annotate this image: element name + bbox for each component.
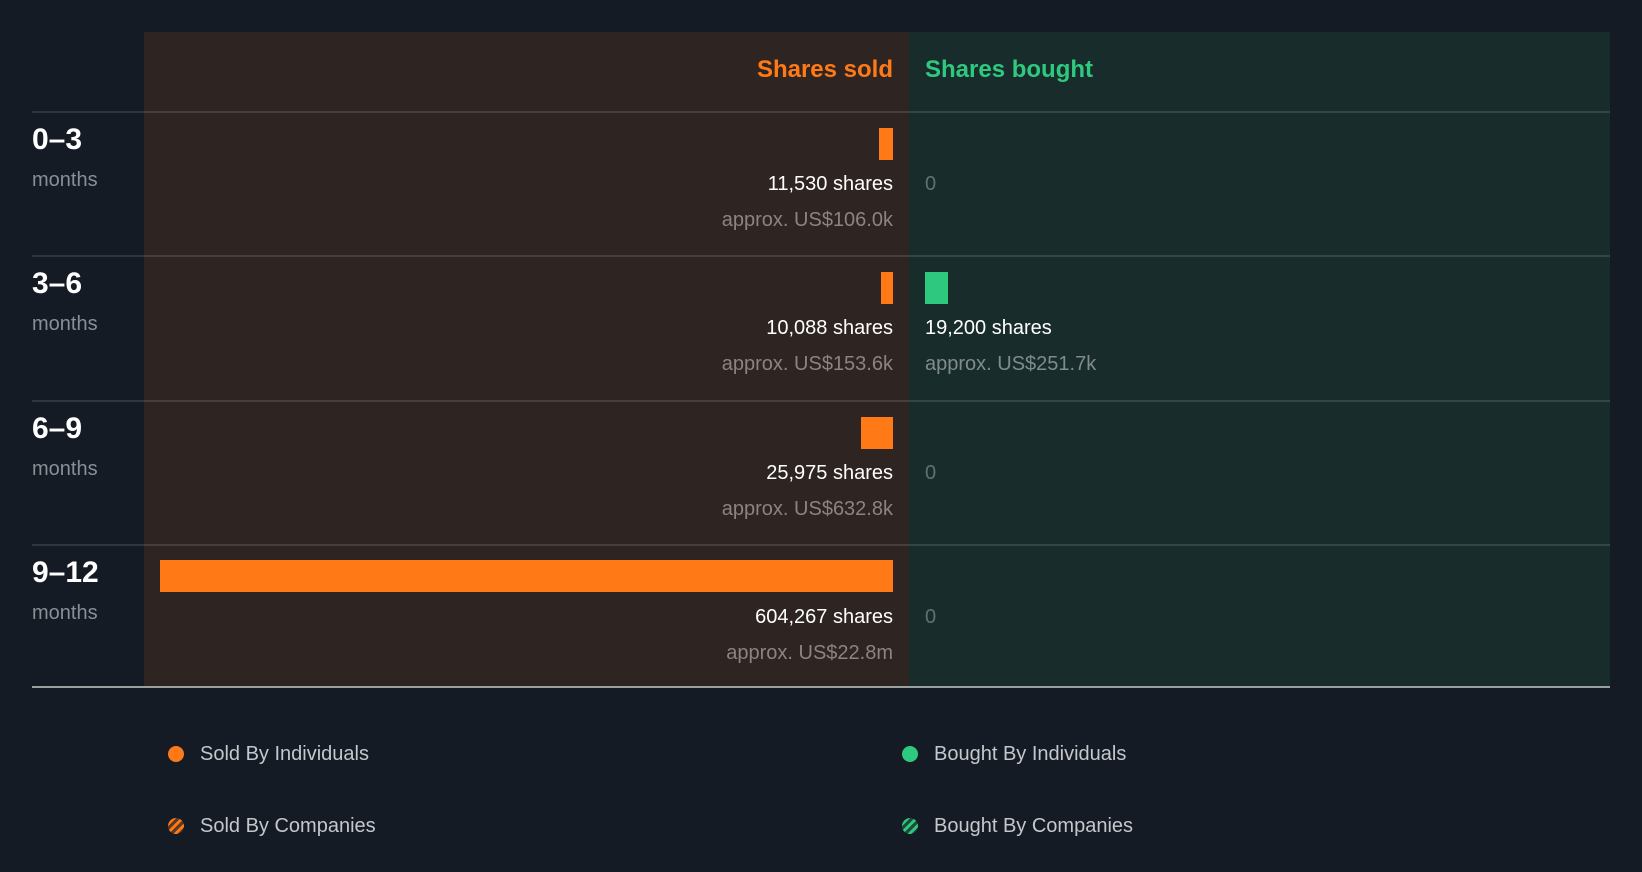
row-divider xyxy=(32,255,1610,257)
period-row-6-9: 6–9 months 25,975 shares approx. US$632.… xyxy=(0,401,1642,545)
bought-shares-value: 0 xyxy=(925,173,937,195)
period-range-label: 0–3 xyxy=(32,123,83,156)
sold-approx-value: approx. US$22.8m xyxy=(726,642,893,664)
period-range-label: 9–12 xyxy=(32,556,99,589)
period-range-label: 3–6 xyxy=(32,267,83,300)
legend-sold-companies: Sold By Companies xyxy=(168,812,376,840)
sold-shares-value: 604,267 shares xyxy=(755,606,893,628)
shares-bought-panel xyxy=(909,32,1610,688)
sold-bar[interactable] xyxy=(861,417,893,449)
sold-approx-value: approx. US$106.0k xyxy=(721,209,893,231)
green-dot-icon xyxy=(902,746,918,762)
legend-label: Sold By Companies xyxy=(200,814,376,837)
bought-shares-value: 0 xyxy=(925,462,937,484)
sold-shares-value: 11,530 shares xyxy=(767,173,893,195)
period-row-9-12: 9–12 months 604,267 shares approx. US$22… xyxy=(0,545,1642,689)
sold-approx-value: approx. US$153.6k xyxy=(721,353,893,375)
sold-bar[interactable] xyxy=(160,560,893,592)
period-row-3-6: 3–6 months 10,088 shares approx. US$153.… xyxy=(0,256,1642,400)
shares-bought-header: Shares bought xyxy=(925,56,1094,83)
axis-baseline xyxy=(32,686,1610,688)
period-unit-label: months xyxy=(32,602,98,624)
period-range-label: 6–9 xyxy=(32,412,83,445)
sold-approx-value: approx. US$632.8k xyxy=(721,498,893,520)
period-unit-label: months xyxy=(32,458,98,480)
sold-shares-value: 25,975 shares xyxy=(766,462,893,484)
period-unit-label: months xyxy=(32,313,98,335)
row-divider xyxy=(32,400,1610,402)
orange-dot-icon xyxy=(168,746,184,762)
row-divider xyxy=(32,111,1610,113)
orange-striped-dot-icon xyxy=(168,818,184,834)
bought-approx-value: approx. US$251.7k xyxy=(925,353,1097,375)
sold-bar[interactable] xyxy=(879,128,893,160)
row-divider xyxy=(32,544,1610,546)
legend-bought-individuals: Bought By Individuals xyxy=(902,740,1126,768)
green-striped-dot-icon xyxy=(902,818,918,834)
sold-bar[interactable] xyxy=(881,272,893,304)
period-unit-label: months xyxy=(32,169,98,191)
legend-label: Bought By Individuals xyxy=(934,742,1127,765)
sold-shares-value: 10,088 shares xyxy=(766,317,893,339)
legend-bought-companies: Bought By Companies xyxy=(902,812,1133,840)
bought-bar[interactable] xyxy=(925,272,948,304)
legend-label: Sold By Individuals xyxy=(200,742,369,765)
bought-shares-value: 0 xyxy=(925,606,937,628)
legend-sold-individuals: Sold By Individuals xyxy=(168,740,369,768)
period-row-0-3: 0–3 months 11,530 shares approx. US$106.… xyxy=(0,112,1642,256)
legend-label: Bought By Companies xyxy=(934,814,1134,837)
shares-sold-header: Shares sold xyxy=(756,56,893,83)
bought-shares-value: 19,200 shares xyxy=(925,317,1052,339)
